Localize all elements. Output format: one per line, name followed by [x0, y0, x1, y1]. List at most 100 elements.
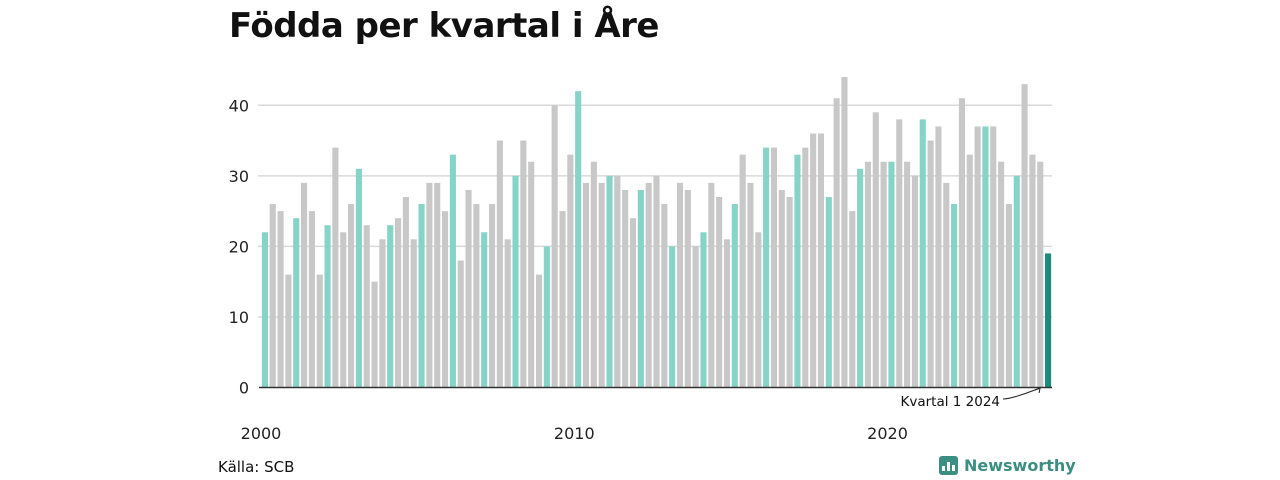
bar [747, 182, 754, 388]
bar [919, 119, 926, 388]
bar [301, 182, 308, 388]
bar [684, 189, 691, 388]
bar [786, 197, 793, 388]
y-tick-label: 30 [229, 167, 249, 186]
bar [778, 189, 785, 388]
bar [504, 239, 511, 388]
bar [520, 140, 527, 388]
source-note: Källa: SCB [218, 458, 295, 476]
bar [880, 161, 887, 388]
bar [676, 182, 684, 388]
bar [1037, 161, 1044, 388]
bar [645, 182, 652, 388]
bar [481, 232, 488, 388]
bar [355, 168, 362, 388]
bar [974, 126, 981, 388]
bar [731, 204, 738, 388]
bar [543, 246, 550, 388]
bar [316, 274, 323, 388]
bar [927, 140, 934, 388]
bar [943, 182, 950, 388]
bar [629, 218, 637, 388]
bar [363, 225, 370, 388]
bar [308, 211, 315, 388]
bar [770, 147, 778, 388]
bar [449, 154, 456, 388]
bar [990, 126, 997, 388]
bar [582, 182, 590, 388]
x-axis-labels: 2000 2010 2020 [241, 424, 908, 443]
bar [535, 274, 543, 388]
bar [1029, 154, 1036, 388]
bar [473, 204, 480, 388]
bar [661, 204, 668, 388]
y-axis-labels: 0 10 20 30 40 [229, 96, 249, 397]
bar [387, 225, 394, 388]
bar [1013, 175, 1020, 388]
bar [817, 133, 825, 388]
bar [982, 126, 989, 388]
y-tick-label: 10 [229, 308, 249, 327]
bars [261, 77, 1052, 388]
bar [1045, 253, 1052, 388]
x-tick-label: 2000 [241, 424, 282, 443]
bar [966, 154, 973, 388]
bar [269, 204, 276, 388]
bar [559, 211, 566, 388]
latest-annotation: Kvartal 1 2024 [900, 387, 1041, 410]
annotation-arrow [1002, 387, 1041, 400]
bar [739, 154, 746, 388]
bar [551, 105, 558, 388]
bar [598, 182, 605, 388]
bar [441, 211, 449, 388]
bar [716, 197, 723, 388]
bar [896, 119, 903, 388]
bar [637, 189, 644, 388]
bar [857, 168, 864, 388]
chart-title: Födda per kvartal i Åre [229, 6, 659, 46]
bar [802, 147, 809, 388]
bar [348, 204, 355, 388]
bar [488, 204, 496, 388]
bar [669, 246, 676, 388]
bar [457, 260, 464, 388]
bar [904, 161, 911, 388]
bar [958, 98, 965, 388]
bar [324, 225, 331, 388]
brand-logo: Newsworthy [939, 456, 1076, 475]
bar [825, 197, 832, 388]
y-tick-label: 40 [229, 96, 249, 115]
bar [888, 161, 895, 388]
x-tick-label: 2010 [554, 424, 595, 443]
bar [708, 182, 715, 388]
bar [755, 232, 762, 388]
bar [864, 161, 872, 388]
bar [371, 281, 378, 388]
bar [951, 204, 958, 388]
bar [692, 246, 699, 388]
bar [700, 232, 707, 388]
bar [496, 140, 503, 388]
bar [841, 77, 848, 388]
y-tick-label: 0 [239, 379, 249, 398]
bar [410, 239, 417, 388]
bar [833, 98, 840, 388]
bar [723, 239, 731, 388]
annotation-arrowhead [1034, 387, 1041, 394]
bar [293, 218, 300, 388]
bar [810, 133, 817, 388]
annotation-label: Kvartal 1 2024 [900, 394, 1000, 410]
bar [261, 232, 268, 388]
bar [849, 211, 856, 388]
bar [653, 175, 660, 388]
bar [465, 189, 472, 388]
bar [622, 189, 629, 388]
bar [418, 204, 425, 388]
bar [763, 147, 770, 388]
x-tick-label: 2020 [867, 424, 908, 443]
bar [911, 175, 918, 388]
bar [426, 182, 433, 388]
bar [935, 126, 942, 388]
bar [606, 175, 613, 388]
